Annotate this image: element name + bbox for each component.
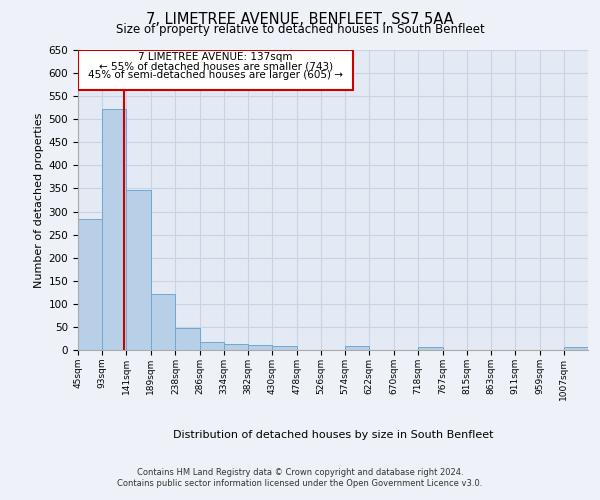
- Bar: [564, 347, 588, 350]
- Y-axis label: Number of detached properties: Number of detached properties: [34, 112, 44, 288]
- Text: Distribution of detached houses by size in South Benfleet: Distribution of detached houses by size …: [173, 430, 493, 440]
- Bar: [102, 108, 127, 350]
- Text: Size of property relative to detached houses in South Benfleet: Size of property relative to detached ho…: [116, 22, 484, 36]
- Text: 7, LIMETREE AVENUE, BENFLEET, SS7 5AA: 7, LIMETREE AVENUE, BENFLEET, SS7 5AA: [146, 12, 454, 28]
- FancyBboxPatch shape: [78, 50, 353, 90]
- Bar: [151, 294, 175, 350]
- Bar: [127, 190, 151, 350]
- Text: 45% of semi-detached houses are larger (605) →: 45% of semi-detached houses are larger (…: [88, 70, 343, 81]
- Text: Contains HM Land Registry data © Crown copyright and database right 2024.: Contains HM Land Registry data © Crown c…: [137, 468, 463, 477]
- Bar: [418, 347, 443, 350]
- Bar: [224, 344, 248, 350]
- Text: 7 LIMETREE AVENUE: 137sqm: 7 LIMETREE AVENUE: 137sqm: [139, 52, 293, 62]
- Bar: [345, 346, 370, 350]
- Text: Contains public sector information licensed under the Open Government Licence v3: Contains public sector information licen…: [118, 479, 482, 488]
- Bar: [175, 328, 200, 350]
- Bar: [272, 346, 296, 350]
- Text: ← 55% of detached houses are smaller (743): ← 55% of detached houses are smaller (74…: [98, 61, 332, 71]
- Bar: [248, 346, 272, 350]
- Bar: [78, 220, 102, 350]
- Bar: [200, 342, 224, 350]
